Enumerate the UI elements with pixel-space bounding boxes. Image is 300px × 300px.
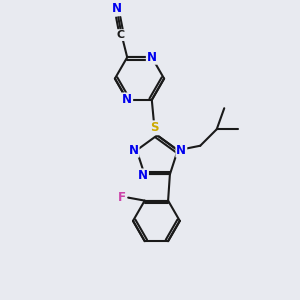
Text: C: C <box>116 30 124 40</box>
Text: N: N <box>122 93 132 106</box>
Text: F: F <box>118 191 126 204</box>
Text: N: N <box>138 169 148 182</box>
Text: N: N <box>129 144 139 157</box>
Text: N: N <box>176 144 186 157</box>
Text: N: N <box>147 51 157 64</box>
Text: S: S <box>151 121 159 134</box>
Text: N: N <box>112 2 122 15</box>
